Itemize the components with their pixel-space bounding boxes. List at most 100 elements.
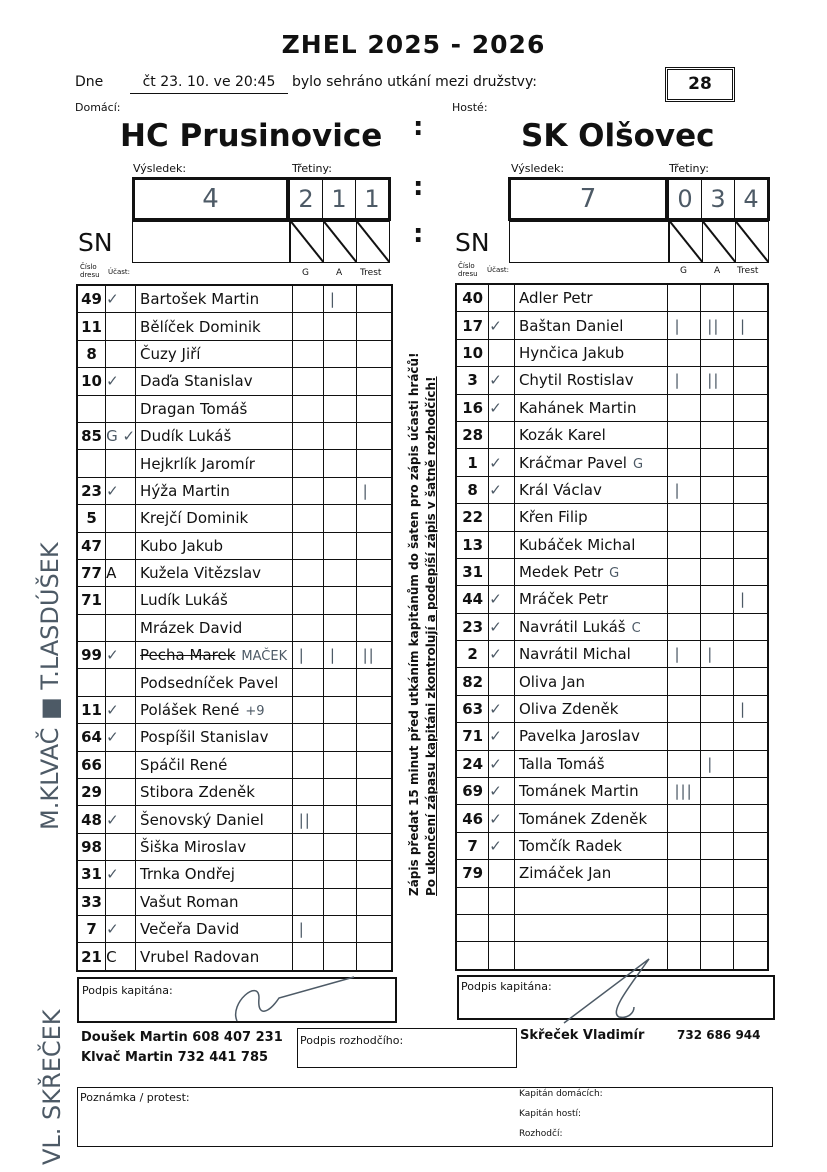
goals-cell[interactable] (291, 284, 324, 314)
referee-signature-box[interactable]: Podpis rozhodčího: (297, 1028, 517, 1068)
penalty-cell[interactable]: || (355, 641, 393, 670)
goals-cell[interactable] (667, 831, 702, 861)
assists-cell[interactable] (322, 778, 357, 807)
attendance-cell[interactable]: ✓ (105, 914, 137, 944)
penalty-cell[interactable] (355, 750, 393, 780)
attendance-cell[interactable]: ✓ (488, 311, 515, 340)
attendance-cell[interactable]: ✓ (488, 722, 515, 751)
penalty-cell[interactable] (355, 312, 393, 341)
goals-cell[interactable] (291, 421, 324, 451)
attendance-cell[interactable]: ✓ (105, 284, 137, 314)
attendance-cell[interactable]: A (105, 558, 137, 588)
goals-cell[interactable] (667, 338, 702, 368)
goals-cell[interactable] (291, 312, 324, 341)
penalty-cell[interactable] (732, 393, 769, 422)
attendance-cell[interactable]: G ✓ (105, 421, 137, 451)
assists-cell[interactable] (322, 394, 357, 423)
penalty-cell[interactable] (732, 859, 769, 888)
assists-cell[interactable] (700, 557, 734, 587)
attendance-cell[interactable]: ✓ (488, 777, 515, 806)
attendance-cell[interactable]: C (105, 942, 137, 972)
penalty-cell[interactable] (355, 339, 393, 369)
assists-cell[interactable] (700, 503, 734, 532)
assists-cell[interactable] (322, 339, 357, 369)
goals-cell[interactable] (291, 887, 324, 916)
attendance-cell[interactable]: ✓ (488, 612, 515, 642)
goals-cell[interactable] (291, 778, 324, 807)
penalty-cell[interactable]: | (732, 585, 769, 614)
goals-cell[interactable] (667, 585, 702, 614)
assists-cell[interactable]: | (322, 641, 357, 670)
goals-cell[interactable] (667, 913, 702, 943)
assists-cell[interactable] (322, 860, 357, 889)
assists-cell[interactable] (700, 831, 734, 861)
goals-cell[interactable] (667, 667, 702, 696)
attendance-cell[interactable]: ✓ (488, 475, 515, 505)
attendance-cell[interactable] (105, 887, 137, 916)
assists-cell[interactable] (322, 476, 357, 506)
goals-cell[interactable] (291, 449, 324, 478)
penalty-cell[interactable] (732, 283, 769, 313)
penalty-cell[interactable]: | (355, 476, 393, 506)
assists-cell[interactable] (700, 393, 734, 422)
assists-cell[interactable] (700, 694, 734, 724)
attendance-cell[interactable] (488, 530, 515, 559)
attendance-cell[interactable]: ✓ (488, 831, 515, 861)
assists-cell[interactable] (700, 886, 734, 915)
assists-cell[interactable] (322, 750, 357, 780)
assists-cell[interactable] (700, 475, 734, 505)
goals-cell[interactable] (291, 504, 324, 533)
assists-cell[interactable] (700, 338, 734, 368)
assists-cell[interactable] (700, 448, 734, 477)
penalty-cell[interactable]: | (732, 311, 769, 340)
assists-cell[interactable] (322, 887, 357, 916)
attendance-cell[interactable]: ✓ (488, 448, 515, 477)
attendance-cell[interactable] (105, 504, 137, 533)
goals-cell[interactable]: | (667, 366, 702, 395)
attendance-cell[interactable] (105, 613, 137, 643)
assists-cell[interactable] (322, 312, 357, 341)
assists-cell[interactable] (700, 283, 734, 313)
goals-cell[interactable] (291, 613, 324, 643)
attendance-cell[interactable]: ✓ (488, 585, 515, 614)
penalty-cell[interactable] (355, 284, 393, 314)
penalty-cell[interactable] (355, 668, 393, 697)
assists-cell[interactable] (700, 420, 734, 450)
penalty-cell[interactable] (732, 667, 769, 696)
assists-cell[interactable] (322, 504, 357, 533)
assists-cell[interactable] (700, 941, 734, 971)
attendance-cell[interactable]: ✓ (488, 694, 515, 724)
penalty-cell[interactable]: | (732, 694, 769, 724)
penalty-cell[interactable] (355, 504, 393, 533)
assists-cell[interactable] (700, 859, 734, 888)
goals-cell[interactable]: ||| (667, 777, 702, 806)
goals-cell[interactable] (291, 723, 324, 752)
note-box[interactable]: Poznámka / protest: Kapitán domácích: Ka… (77, 1087, 773, 1147)
attendance-cell[interactable] (105, 531, 137, 560)
penalty-cell[interactable] (732, 913, 769, 943)
attendance-cell[interactable] (488, 913, 515, 943)
goals-cell[interactable] (291, 750, 324, 780)
goals-cell[interactable] (291, 860, 324, 889)
assists-cell[interactable] (322, 531, 357, 560)
penalty-cell[interactable] (732, 448, 769, 477)
attendance-cell[interactable]: ✓ (105, 723, 137, 752)
assists-cell[interactable]: | (700, 749, 734, 779)
penalty-cell[interactable] (355, 860, 393, 889)
goals-cell[interactable]: | (667, 311, 702, 340)
goals-cell[interactable] (667, 557, 702, 587)
penalty-cell[interactable] (355, 805, 393, 834)
goals-cell[interactable] (291, 558, 324, 588)
attendance-cell[interactable] (105, 394, 137, 423)
assists-cell[interactable] (700, 777, 734, 806)
goals-cell[interactable] (291, 695, 324, 725)
assists-cell[interactable] (322, 449, 357, 478)
goals-cell[interactable] (291, 476, 324, 506)
penalty-cell[interactable] (355, 586, 393, 615)
penalty-cell[interactable] (732, 804, 769, 833)
assists-cell[interactable]: || (700, 366, 734, 395)
attendance-cell[interactable] (488, 557, 515, 587)
penalty-cell[interactable] (732, 338, 769, 368)
attendance-cell[interactable] (488, 941, 515, 971)
goals-cell[interactable]: | (667, 475, 702, 505)
